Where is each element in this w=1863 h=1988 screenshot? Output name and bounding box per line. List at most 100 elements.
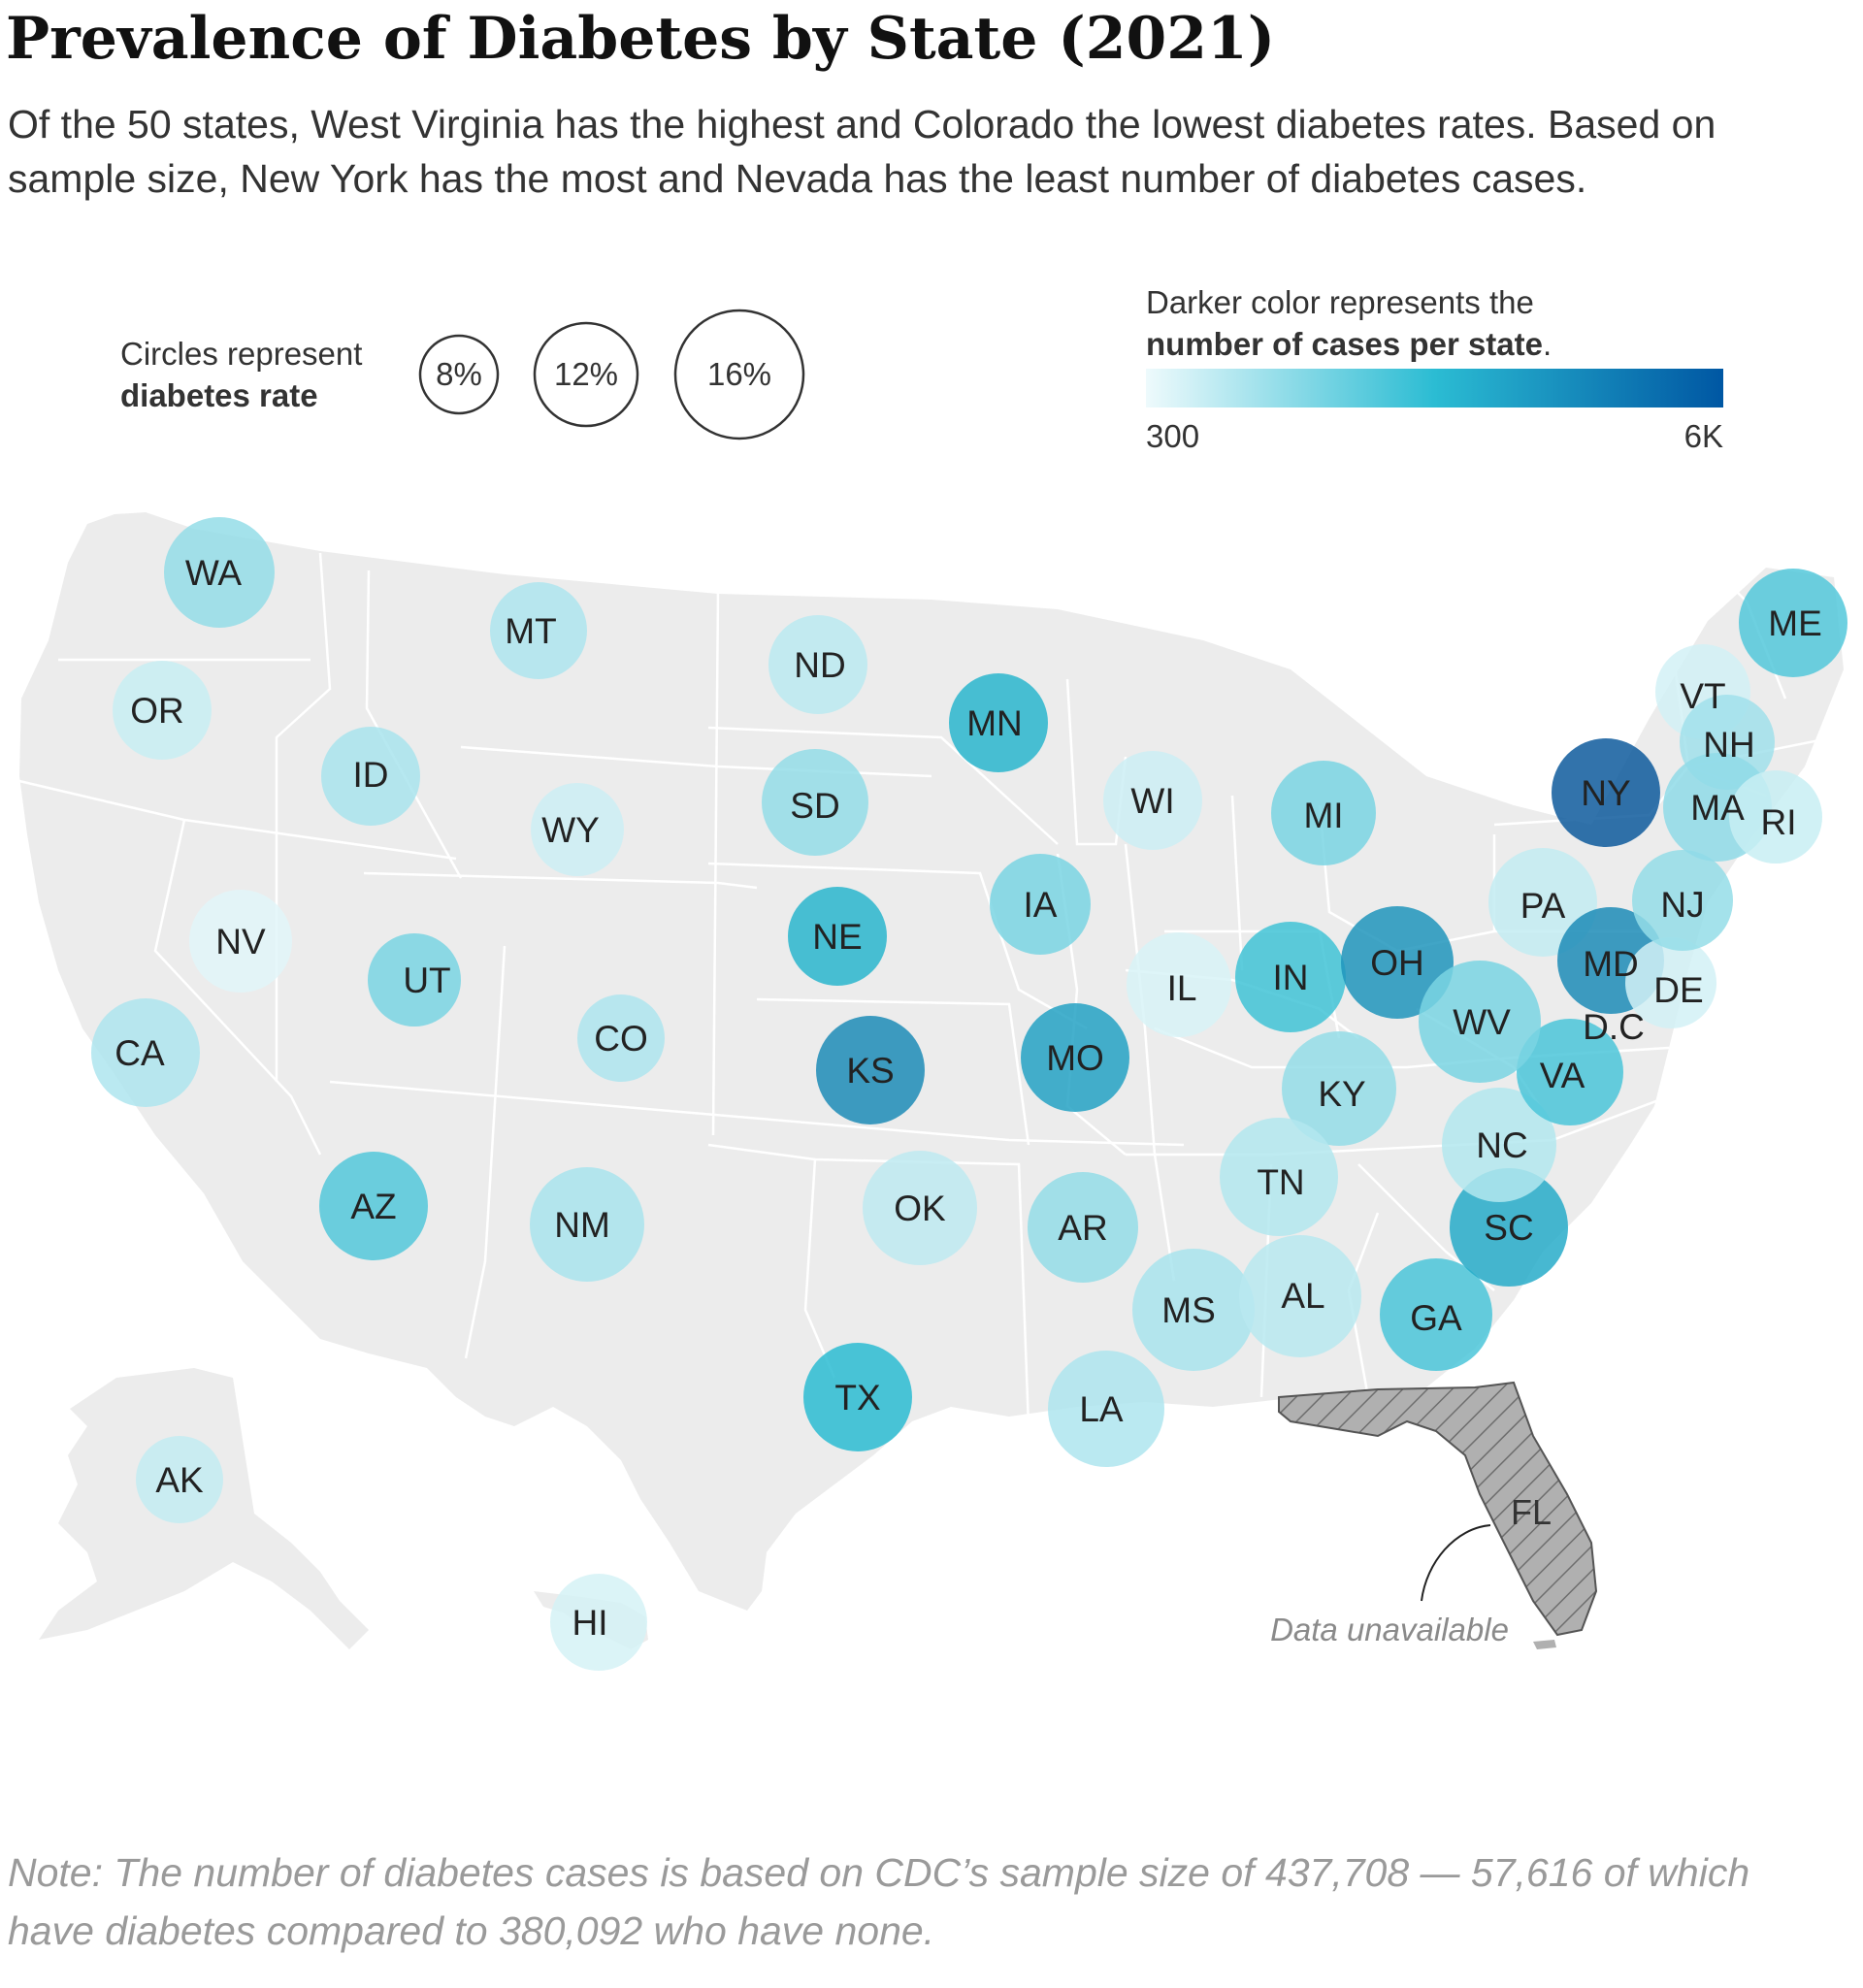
state-circle-hi	[550, 1574, 647, 1671]
state-label-mi: MI	[1303, 796, 1343, 835]
state-label-ny: NY	[1581, 773, 1630, 813]
state-circle-ar	[1028, 1172, 1138, 1283]
state-label-mo: MO	[1046, 1038, 1104, 1078]
state-label-ak: AK	[155, 1460, 204, 1500]
size-legend-circle-large	[673, 309, 805, 440]
state-circle-ne	[788, 887, 887, 986]
state-circle-ri	[1729, 770, 1822, 864]
state-label-ma: MA	[1690, 788, 1745, 828]
state-circle-wa	[164, 517, 275, 628]
state-label-hi: HI	[572, 1603, 608, 1643]
state-circle-nd	[768, 615, 867, 714]
color-legend-line2-bold: number of cases per state	[1146, 326, 1543, 362]
state-circle-az	[319, 1152, 428, 1260]
state-label-ok: OK	[894, 1189, 946, 1228]
state-label-ar: AR	[1058, 1208, 1107, 1248]
state-label-ia: IA	[1024, 885, 1058, 925]
state-circle-al	[1239, 1235, 1361, 1357]
state-circle-co	[577, 994, 665, 1082]
state-label-wa: WA	[185, 553, 243, 593]
state-circle-la	[1048, 1351, 1164, 1467]
state-circle-tx	[803, 1343, 912, 1451]
state-circle-de	[1625, 937, 1716, 1028]
state-circle-va	[1517, 1019, 1623, 1125]
state-circle-ny	[1552, 738, 1660, 847]
state-circle-ga	[1380, 1258, 1492, 1371]
florida-annotation-line	[1421, 1524, 1491, 1602]
florida-keys	[1533, 1640, 1556, 1649]
color-legend-line2: number of cases per state.	[1146, 326, 1552, 362]
state-circle-mo	[1021, 1003, 1129, 1112]
state-label-nj: NJ	[1660, 885, 1704, 925]
state-circle-mn	[949, 673, 1048, 772]
state-label-md: MD	[1583, 944, 1639, 984]
state-circle-il	[1127, 932, 1231, 1037]
state-label-vt: VT	[1680, 676, 1725, 716]
state-circle-ky	[1282, 1031, 1396, 1146]
size-legend-label-large: 16%	[707, 356, 771, 392]
state-circle-ok	[863, 1151, 977, 1265]
state-label-az: AZ	[350, 1187, 396, 1226]
state-circle-mt	[490, 582, 587, 679]
size-legend: Circles represent diabetes rate 8% 12% 1…	[120, 309, 805, 440]
state-label-me: ME	[1768, 603, 1822, 643]
color-legend-line1: Darker color represents the	[1146, 284, 1534, 320]
state-circle-sd	[762, 749, 868, 856]
state-label-ga: GA	[1410, 1298, 1462, 1338]
size-legend-circle-medium	[533, 321, 639, 428]
state-label-or: OR	[130, 691, 184, 731]
color-scale-max-label: 6K	[1684, 418, 1723, 454]
data-unavailable-label: Data unavailable	[1270, 1612, 1509, 1647]
state-label-nc: NC	[1476, 1125, 1527, 1165]
state-circle-oh	[1341, 906, 1454, 1019]
state-circle-or	[113, 661, 212, 760]
state-circle-in	[1235, 922, 1346, 1032]
size-legend-line1: Circles represent	[120, 336, 362, 372]
state-label-oh: OH	[1370, 943, 1424, 983]
state-circles: WA OR CA AK HI ID NV MT WY UT AZ CO NM ND SD NE KS OK TX MN…	[91, 517, 1847, 1671]
diabetes-map: Circles represent diabetes rate 8% 12% 1…	[18, 284, 1847, 1671]
state-circle-nc	[1442, 1088, 1556, 1202]
page-subtitle: Of the 50 states, West Virginia has the …	[8, 102, 1716, 201]
state-label-id: ID	[353, 755, 389, 795]
state-label-wv: WV	[1453, 1002, 1511, 1042]
state-label-mn: MN	[966, 703, 1023, 743]
state-label-il: IL	[1167, 968, 1197, 1008]
state-label-ut: UT	[403, 961, 450, 1000]
state-label-la: LA	[1079, 1389, 1124, 1429]
state-circle-ca	[91, 998, 200, 1107]
state-circle-wi	[1103, 751, 1202, 850]
color-scale-bar	[1146, 369, 1723, 407]
state-circle-nm	[530, 1167, 644, 1282]
state-label-al: AL	[1281, 1276, 1324, 1316]
state-label-nv: NV	[215, 922, 266, 961]
state-circle-ks	[816, 1016, 925, 1124]
state-label-tx: TX	[834, 1378, 880, 1418]
florida: FL Data unavailable	[1270, 1381, 1598, 1649]
state-circle-ut	[368, 933, 461, 1027]
state-circle-mi	[1271, 761, 1376, 865]
state-circle-nv	[189, 890, 292, 993]
state-label-de: DE	[1653, 970, 1703, 1010]
footnote: Note: The number of diabetes cases is ba…	[8, 1850, 1750, 1953]
state-circle-me	[1739, 569, 1847, 677]
state-label-wy: WY	[541, 810, 600, 850]
size-legend-line2: diabetes rate	[120, 377, 318, 413]
state-label-dc: D.C	[1583, 1007, 1645, 1047]
state-label-ri: RI	[1761, 802, 1797, 842]
state-label-ca: CA	[114, 1033, 165, 1073]
state-label-nh: NH	[1703, 725, 1754, 765]
state-circle-nj	[1632, 850, 1733, 951]
state-label-sc: SC	[1484, 1208, 1533, 1248]
state-label-va: VA	[1540, 1056, 1585, 1095]
state-circle-id	[321, 727, 420, 826]
state-circle-ia	[990, 854, 1091, 955]
page-title: Prevalence of Diabetes by State (2021)	[6, 5, 1276, 73]
state-label-ky: KY	[1318, 1074, 1365, 1114]
size-legend-circle-small	[418, 334, 500, 415]
florida-label: FL	[1511, 1492, 1552, 1532]
state-circle-wy	[531, 783, 624, 876]
color-scale-min-label: 300	[1146, 418, 1199, 454]
state-circle-ms	[1132, 1249, 1255, 1371]
state-label-co: CO	[594, 1019, 648, 1059]
